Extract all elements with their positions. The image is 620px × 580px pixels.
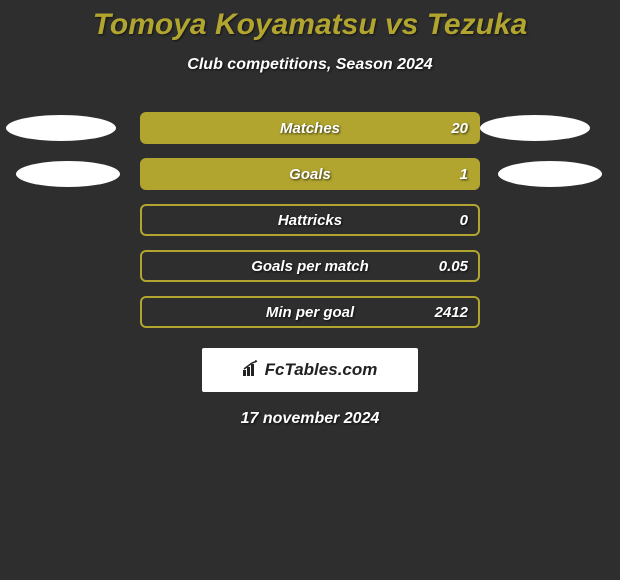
brand-badge[interactable]: FcTables.com: [202, 348, 418, 392]
subtitle: Club competitions, Season 2024: [0, 56, 620, 74]
stat-label: Goals per match: [251, 258, 369, 275]
chart-icon: [243, 360, 261, 381]
comparison-card: Tomoya Koyamatsu vs Tezuka Club competit…: [0, 0, 620, 428]
date-label: 17 november 2024: [0, 410, 620, 428]
brand-label: FcTables.com: [265, 360, 378, 380]
stat-value: 0.05: [439, 258, 468, 275]
stat-label: Min per goal: [266, 304, 354, 321]
stat-label: Hattricks: [278, 212, 342, 229]
stat-row: Min per goal 2412: [0, 296, 620, 328]
stat-row: Matches 20: [0, 112, 620, 144]
stat-bar-hattricks: Hattricks 0: [140, 204, 480, 236]
stat-bar-matches: Matches 20: [140, 112, 480, 144]
stat-bar-goals-per-match: Goals per match 0.05: [140, 250, 480, 282]
stat-row: Hattricks 0: [0, 204, 620, 236]
stat-bar-goals: Goals 1: [140, 158, 480, 190]
stat-value: 0: [460, 212, 468, 229]
stat-label: Goals: [289, 166, 331, 183]
stat-bar-min-per-goal: Min per goal 2412: [140, 296, 480, 328]
stat-row: Goals per match 0.05: [0, 250, 620, 282]
stat-value: 20: [451, 120, 468, 137]
page-title: Tomoya Koyamatsu vs Tezuka: [0, 0, 620, 42]
left-photo-placeholder: [16, 161, 120, 187]
stat-value: 2412: [435, 304, 468, 321]
left-photo-placeholder: [6, 115, 116, 141]
right-photo-placeholder: [498, 161, 602, 187]
right-photo-placeholder: [480, 115, 590, 141]
stat-value: 1: [460, 166, 468, 183]
stat-label: Matches: [280, 120, 340, 137]
stat-rows: Matches 20 Goals 1 Hattricks 0 Goals per…: [0, 112, 620, 328]
stat-row: Goals 1: [0, 158, 620, 190]
